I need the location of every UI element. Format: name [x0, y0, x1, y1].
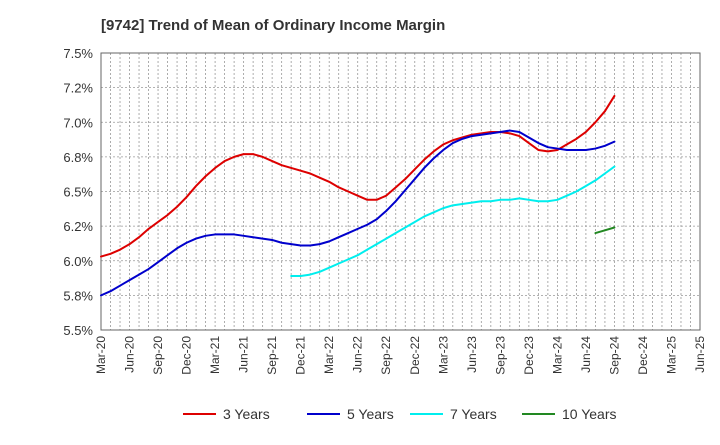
y-tick-label: 5.5% — [63, 323, 93, 338]
y-tick-label: 5.8% — [63, 288, 93, 303]
series-line-3-years — [100, 94, 616, 258]
legend-label: 10 Years — [562, 406, 617, 422]
x-tick-label: Sep-20 — [151, 336, 165, 375]
x-tick-label: Dec-24 — [636, 336, 650, 375]
x-tick-label: Dec-23 — [522, 336, 536, 375]
x-tick-label: Jun-25 — [693, 336, 707, 373]
series-line-5-years — [100, 129, 616, 297]
x-tick-label: Sep-22 — [379, 336, 393, 375]
x-tick-label: Sep-21 — [265, 336, 279, 375]
x-tick-label: Jun-22 — [351, 336, 365, 373]
grid — [100, 52, 701, 331]
y-tick-label: 6.2% — [63, 219, 93, 234]
legend: 3 Years 5 Years 7 Years 10 Years — [183, 406, 617, 422]
x-tick-label: Sep-24 — [607, 336, 621, 375]
x-tick-label: Mar-21 — [208, 336, 222, 374]
series-lines — [100, 94, 616, 297]
y-tick-label: 7.5% — [63, 46, 93, 61]
x-tick-label: Mar-23 — [436, 336, 450, 374]
legend-label: 3 Years — [223, 406, 270, 422]
plot-frame — [100, 52, 701, 331]
y-tick-label: 7.2% — [63, 81, 93, 96]
x-tick-label: Mar-20 — [94, 336, 108, 374]
x-tick-label: Jun-23 — [465, 336, 479, 373]
x-tick-label: Jun-21 — [237, 336, 251, 373]
chart-title: [9742] Trend of Mean of Ordinary Income … — [101, 17, 445, 34]
x-tick-label: Mar-25 — [664, 336, 678, 374]
y-tick-label: 6.8% — [63, 150, 93, 165]
x-tick-label: Sep-23 — [493, 336, 507, 375]
x-tick-label: Jun-24 — [579, 336, 593, 373]
x-tick-label: Jun-20 — [123, 336, 137, 373]
axes: 5.5% 5.8% 6.0% 6.2% 6.5% 6.8% 7.0% 7.2% 7.5% Mar-… — [63, 46, 707, 375]
series-line-7-years — [290, 165, 616, 277]
legend-label: 7 Years — [450, 406, 497, 422]
legend-label: 5 Years — [347, 406, 394, 422]
y-tick-label: 7.0% — [63, 115, 93, 130]
y-tick-label: 6.0% — [63, 254, 93, 269]
x-tick-label: Mar-22 — [322, 336, 336, 374]
y-tick-label: 6.5% — [63, 185, 93, 200]
series-line-10-years — [594, 226, 616, 235]
x-tick-label: Dec-22 — [408, 336, 422, 375]
x-tick-label: Dec-20 — [180, 336, 194, 375]
x-tick-label: Mar-24 — [550, 336, 564, 374]
x-tick-label: Dec-21 — [294, 336, 308, 375]
plot-area — [101, 53, 700, 330]
